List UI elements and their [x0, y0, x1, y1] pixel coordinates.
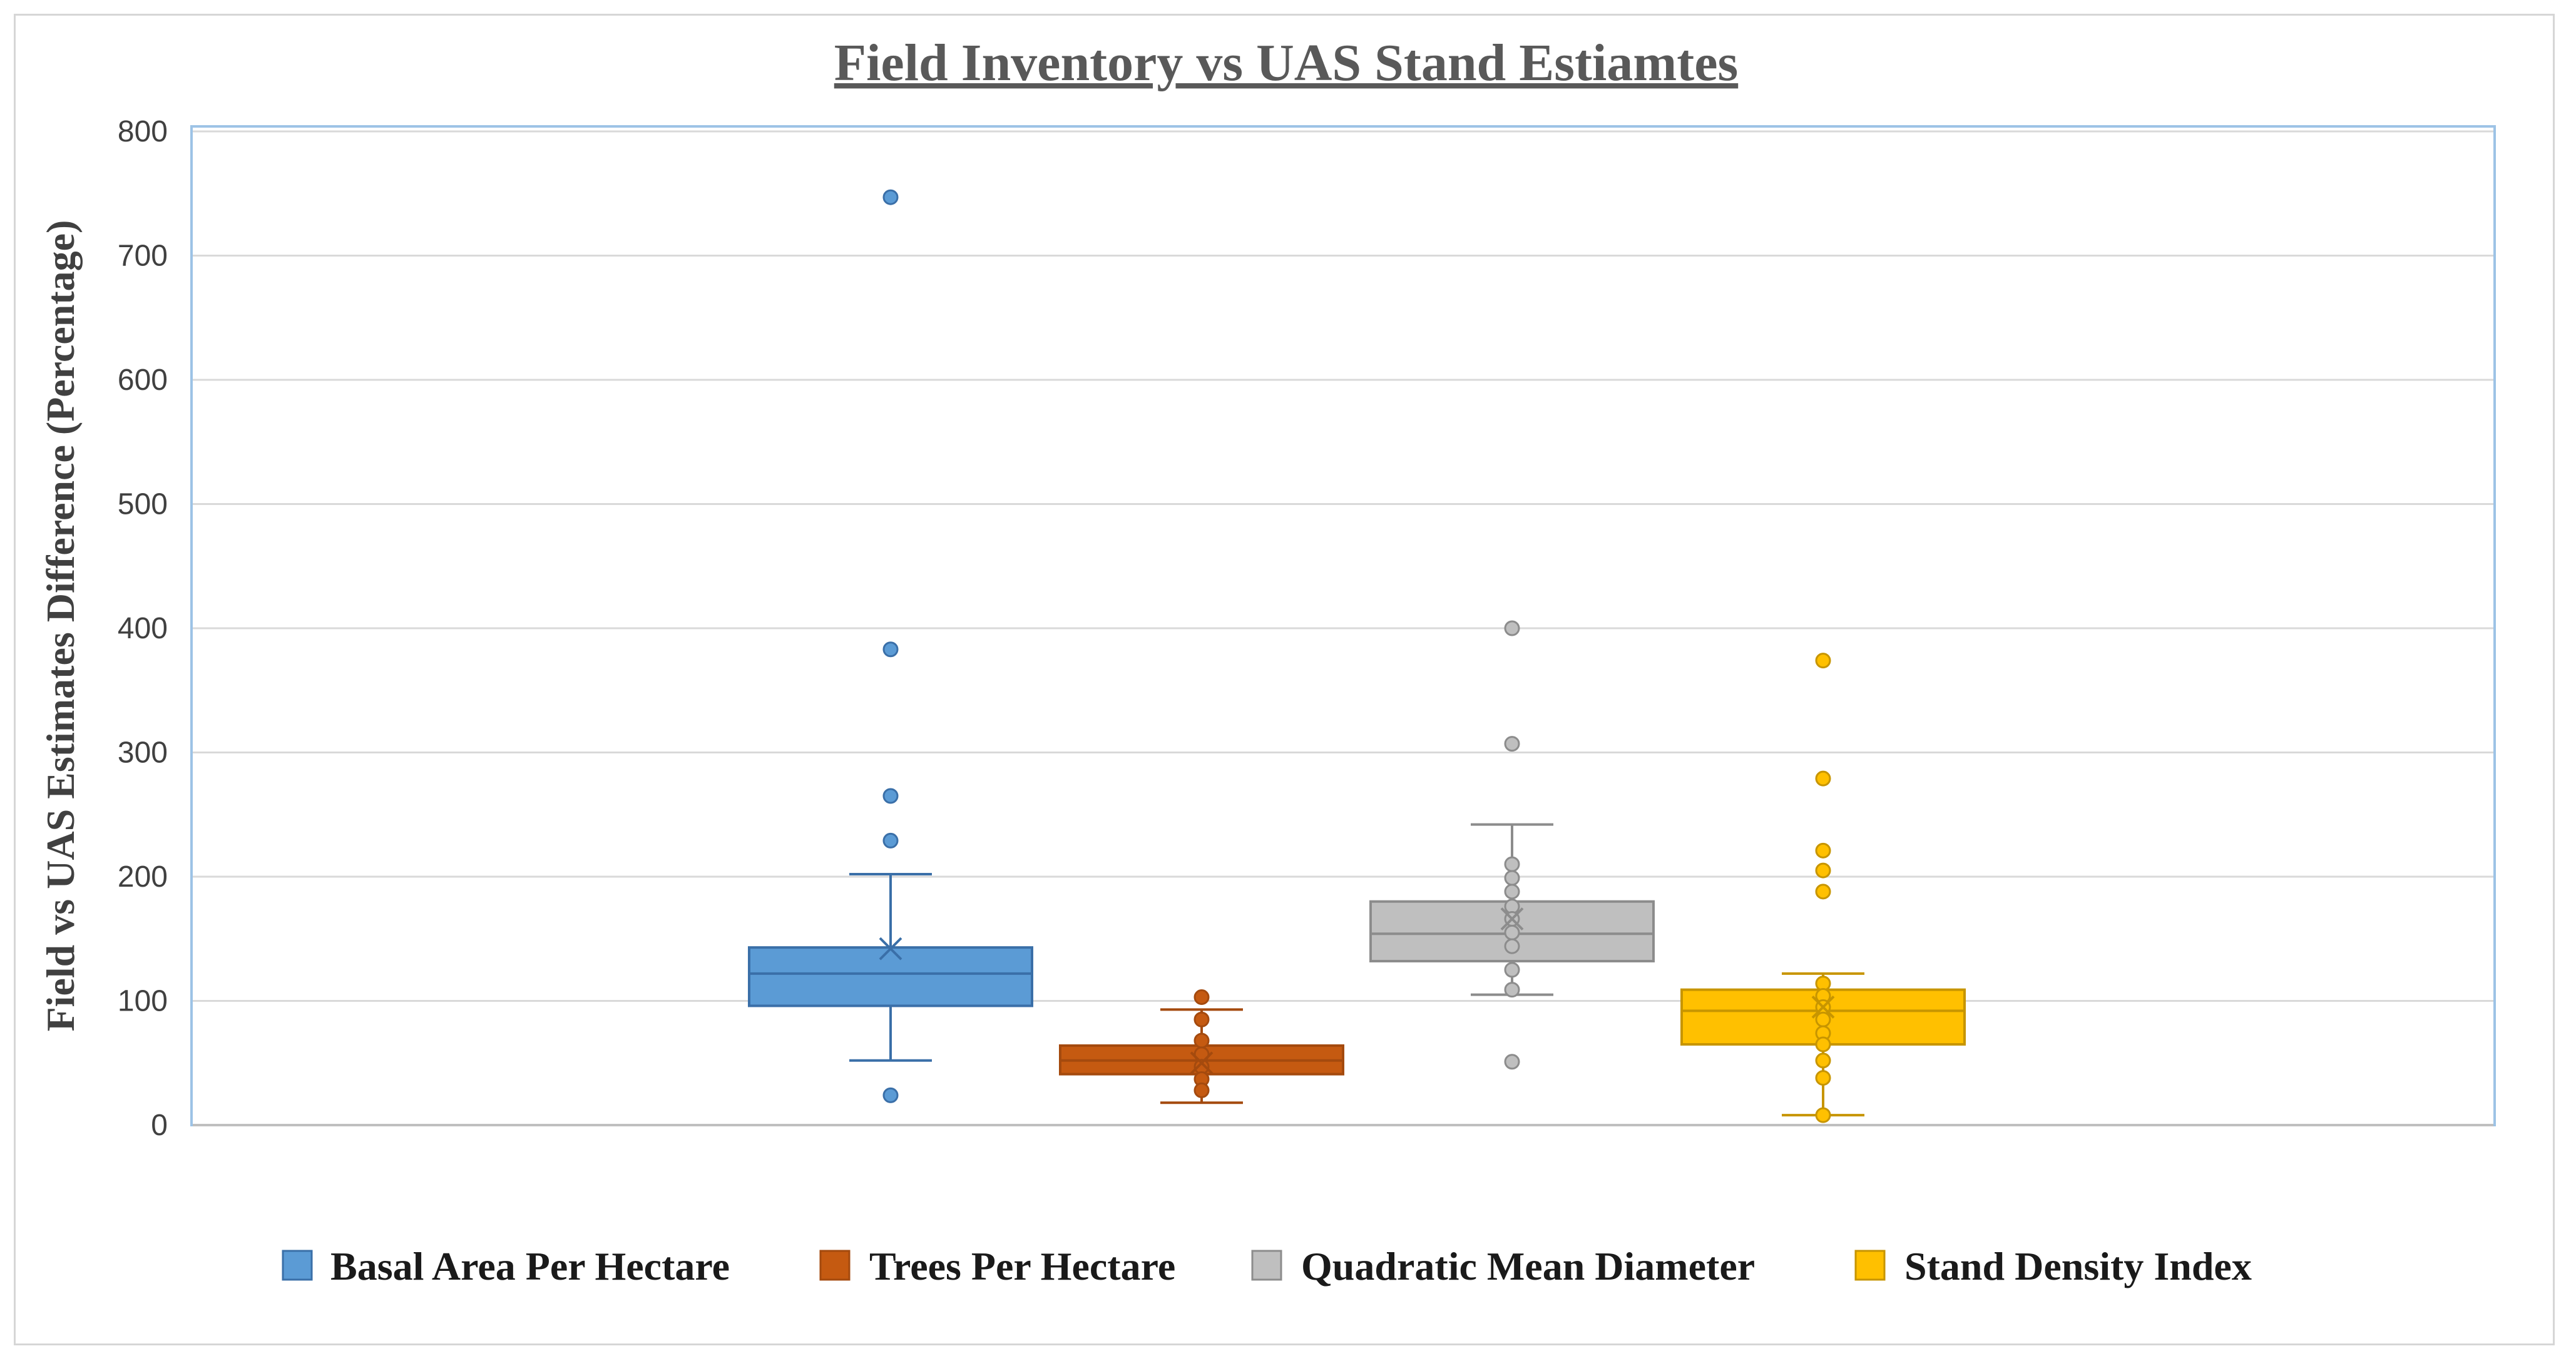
y-tick-label: 400	[118, 612, 168, 645]
outlier-point	[882, 788, 899, 804]
y-axis-label: Field vs UAS Estimates Difference (Perce…	[38, 220, 83, 1032]
legend: Basal Area Per Hectare Trees Per Hectare Q…	[282, 1244, 2252, 1288]
y-tick-label: 800	[118, 115, 168, 148]
legend-swatch	[1854, 1250, 1886, 1281]
mean-marker	[1811, 996, 1835, 1019]
outlier-point	[1815, 1107, 1831, 1123]
chart-title: Field Inventory vs UAS Stand Estiamtes	[834, 34, 1738, 92]
outlier-point	[1193, 1032, 1210, 1049]
y-tick-label: 100	[118, 985, 168, 1018]
legend-item: Trees Per Hectare	[819, 1244, 1175, 1288]
plot-area	[190, 125, 2496, 1126]
y-tick-label: 200	[118, 860, 168, 894]
outlier-point	[1815, 770, 1831, 787]
legend-swatch	[282, 1250, 313, 1281]
legend-label: Quadratic Mean Diameter	[1301, 1244, 1755, 1288]
outlier-point	[1193, 1011, 1210, 1027]
legend-swatch	[1251, 1250, 1282, 1281]
y-tick-label: 600	[118, 364, 168, 397]
y-tick-label: 500	[118, 488, 168, 521]
mean-marker	[879, 937, 902, 961]
outlier-point	[1504, 870, 1520, 886]
legend-label: Stand Density Index	[1904, 1244, 2252, 1288]
chart-frame	[14, 14, 2555, 1345]
outlier-point	[1815, 1036, 1831, 1053]
box-trees-per-hectare	[1059, 989, 1344, 1104]
outlier-point	[1815, 1070, 1831, 1086]
outlier-point	[1193, 1082, 1210, 1098]
gridlines	[193, 130, 2493, 1126]
outlier-point	[1815, 884, 1831, 900]
outlier-point	[882, 832, 899, 849]
y-axis-ticks: 0 100 200 300 400 500 600 700 800	[118, 115, 168, 1142]
outlier-point	[1815, 1011, 1831, 1027]
mean-marker	[1190, 1051, 1214, 1075]
outlier-point	[1504, 962, 1520, 978]
outlier-point	[1504, 620, 1520, 636]
outlier-point	[1193, 989, 1210, 1006]
outlier-point	[1504, 982, 1520, 998]
outlier-point	[1504, 884, 1520, 900]
y-tick-label: 0	[151, 1109, 168, 1142]
outlier-point	[1504, 736, 1520, 752]
legend-item: Quadratic Mean Diameter	[1251, 1244, 1755, 1288]
boxes	[748, 189, 1966, 1123]
outlier-point	[1815, 842, 1831, 859]
legend-swatch	[819, 1250, 851, 1281]
legend-label: Basal Area Per Hectare	[330, 1244, 730, 1288]
box-basal-area-per-hectare	[748, 189, 1033, 1103]
y-tick-label: 700	[118, 240, 168, 273]
legend-item: Stand Density Index	[1854, 1244, 2252, 1288]
legend-label: Trees Per Hectare	[869, 1244, 1175, 1288]
y-tick-label: 300	[118, 737, 168, 770]
outlier-point	[1815, 653, 1831, 669]
outlier-point	[882, 189, 899, 205]
outlier-point	[1815, 1053, 1831, 1069]
outlier-point	[1504, 856, 1520, 872]
outlier-point	[882, 1087, 899, 1103]
outlier-point	[1504, 1054, 1520, 1070]
box-stand-density-index	[1680, 653, 1966, 1123]
outlier-point	[1504, 924, 1520, 940]
outlier-point	[882, 641, 899, 658]
mean-marker	[1500, 907, 1524, 930]
legend-item: Basal Area Per Hectare	[282, 1244, 730, 1288]
box-quadratic-mean-diameter	[1369, 620, 1655, 1070]
outlier-point	[1815, 862, 1831, 879]
iqr-box	[748, 946, 1033, 1007]
outlier-point	[1504, 938, 1520, 954]
